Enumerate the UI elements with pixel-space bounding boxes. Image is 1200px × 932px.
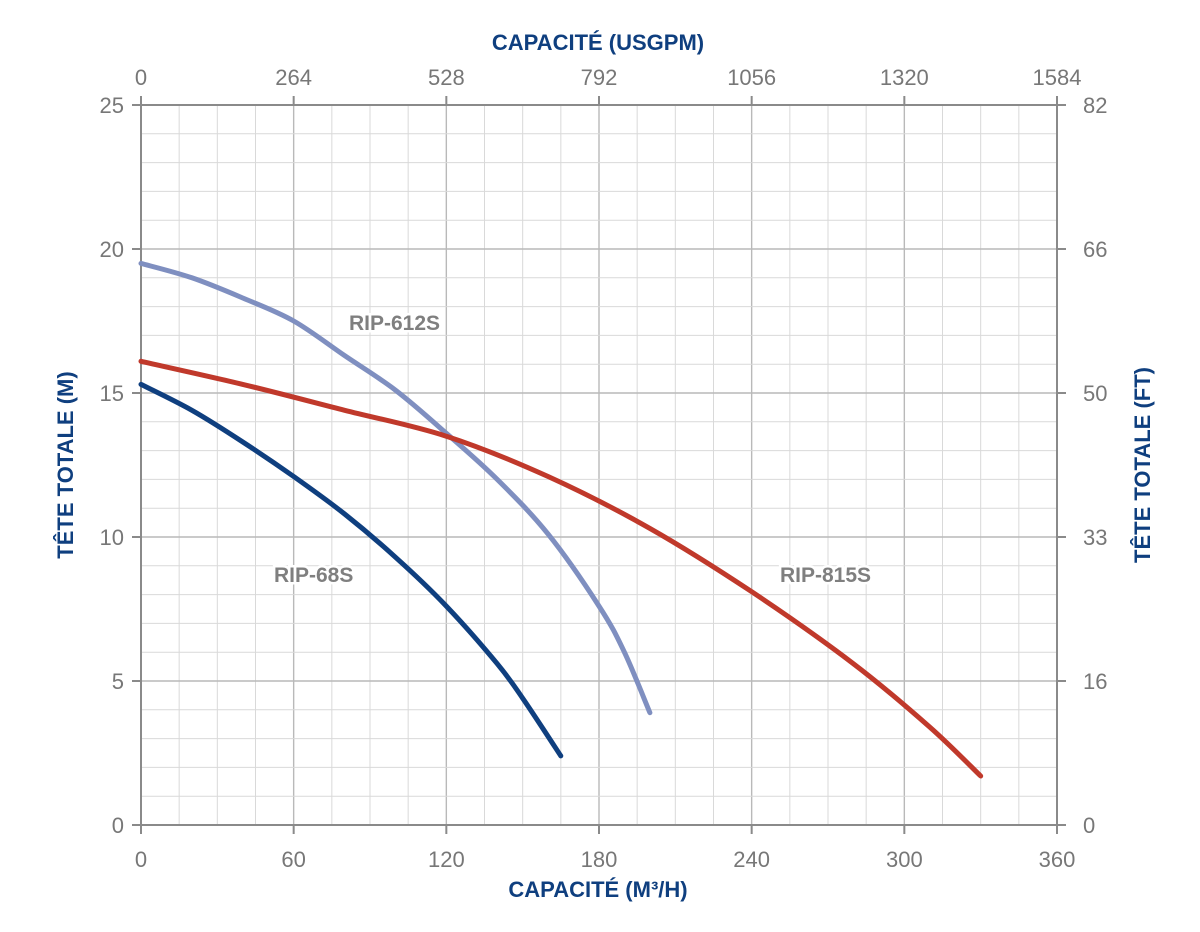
y-axis-left-title: TÊTE TOTALE (M): [53, 371, 78, 558]
x-bottom-tick-label: 300: [886, 847, 923, 872]
x-top-tick-label: 1320: [880, 65, 929, 90]
y-right-tick-label: 16: [1083, 669, 1107, 694]
series-line-rip-68s: [138, 381, 564, 759]
x-bottom-tick-label: 180: [581, 847, 618, 872]
x-bottom-tick-label: 360: [1039, 847, 1076, 872]
ticks: 0 60 120 180 240 300 360 0 264 528 792 1056 1320 1584…: [100, 65, 1108, 872]
y-left-tick-label: 10: [100, 525, 124, 550]
series-label-rip-612s: RIP-612S: [349, 312, 440, 335]
series-label-rip-68s: RIP-68S: [274, 564, 353, 587]
x-axis-bottom-title: CAPACITÉ (M³/H): [508, 877, 687, 902]
x-bottom-tick-label: 0: [135, 847, 147, 872]
y-left-tick-label: 15: [100, 381, 124, 406]
x-top-tick-label: 1584: [1033, 65, 1082, 90]
series-label-rip-815s: RIP-815S: [780, 564, 871, 587]
x-top-tick-label: 528: [428, 65, 465, 90]
y-right-tick-label: 82: [1083, 93, 1107, 118]
y-right-tick-label: 50: [1083, 381, 1107, 406]
x-bottom-tick-label: 60: [281, 847, 305, 872]
x-bottom-tick-label: 120: [428, 847, 465, 872]
x-top-tick-label: 792: [581, 65, 618, 90]
y-left-tick-label: 20: [100, 237, 124, 262]
x-top-tick-label: 264: [275, 65, 312, 90]
y-right-tick-label: 33: [1083, 525, 1107, 550]
series-line-rip-815s: [138, 358, 984, 779]
y-right-tick-label: 0: [1083, 813, 1095, 838]
series-lines: [138, 260, 984, 779]
y-left-tick-label: 5: [112, 669, 124, 694]
y-left-tick-label: 25: [100, 93, 124, 118]
grid: [141, 105, 1057, 825]
y-left-tick-label: 0: [112, 813, 124, 838]
x-top-tick-label: 0: [135, 65, 147, 90]
x-axis-top-title: CAPACITÉ (USGPM): [492, 30, 704, 55]
series-line-rip-612s: [138, 260, 653, 716]
x-bottom-tick-label: 240: [733, 847, 770, 872]
y-right-tick-label: 66: [1083, 237, 1107, 262]
x-top-tick-label: 1056: [727, 65, 776, 90]
y-axis-right-title: TÊTE TOTALE (FT): [1130, 367, 1155, 563]
